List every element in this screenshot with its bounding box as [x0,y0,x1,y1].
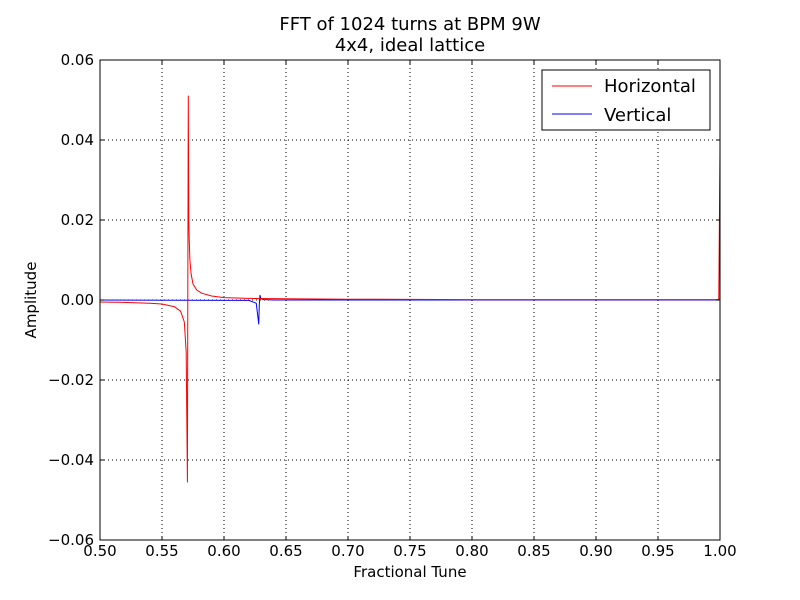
x-tick-label: 0.75 [393,542,426,560]
y-tick-label: 0.00 [61,291,94,309]
x-tick-label: 1.00 [703,542,736,560]
chart-subtitle: 4x4, ideal lattice [335,35,485,56]
legend-label-horizontal: Horizontal [604,76,696,97]
y-axis-label: Amplitude [22,262,40,339]
x-tick-label: 0.55 [145,542,178,560]
y-tick-label: 0.06 [61,51,94,69]
y-tick-label: −0.02 [48,371,94,389]
series-layer [99,95,721,483]
x-tick-label: 0.90 [579,542,612,560]
ticks: 0.50 0.55 0.60 0.65 0.70 0.75 0.80 0.85 0.90 0.95… [48,51,737,560]
y-tick-label: 0.02 [61,211,94,229]
legend-box [541,69,711,131]
x-tick-label: 0.65 [269,542,302,560]
x-tick-label: 0.85 [517,542,550,560]
y-tick-label: −0.04 [48,451,94,469]
legend: Horizontal Vertical [541,69,711,131]
x-axis-label: Fractional Tune [353,563,466,581]
chart-title: FFT of 1024 turns at BPM 9W [279,14,540,35]
x-tick-label: 0.60 [207,542,240,560]
x-tick-label: 0.80 [455,542,488,560]
y-tick-label: −0.06 [48,531,94,549]
y-tick-label: 0.04 [61,131,94,149]
series-line-horizontal [99,95,721,483]
legend-label-vertical: Vertical [604,105,671,126]
x-tick-label: 0.50 [83,542,116,560]
x-tick-label: 0.70 [331,542,364,560]
x-tick-label: 0.95 [641,542,674,560]
